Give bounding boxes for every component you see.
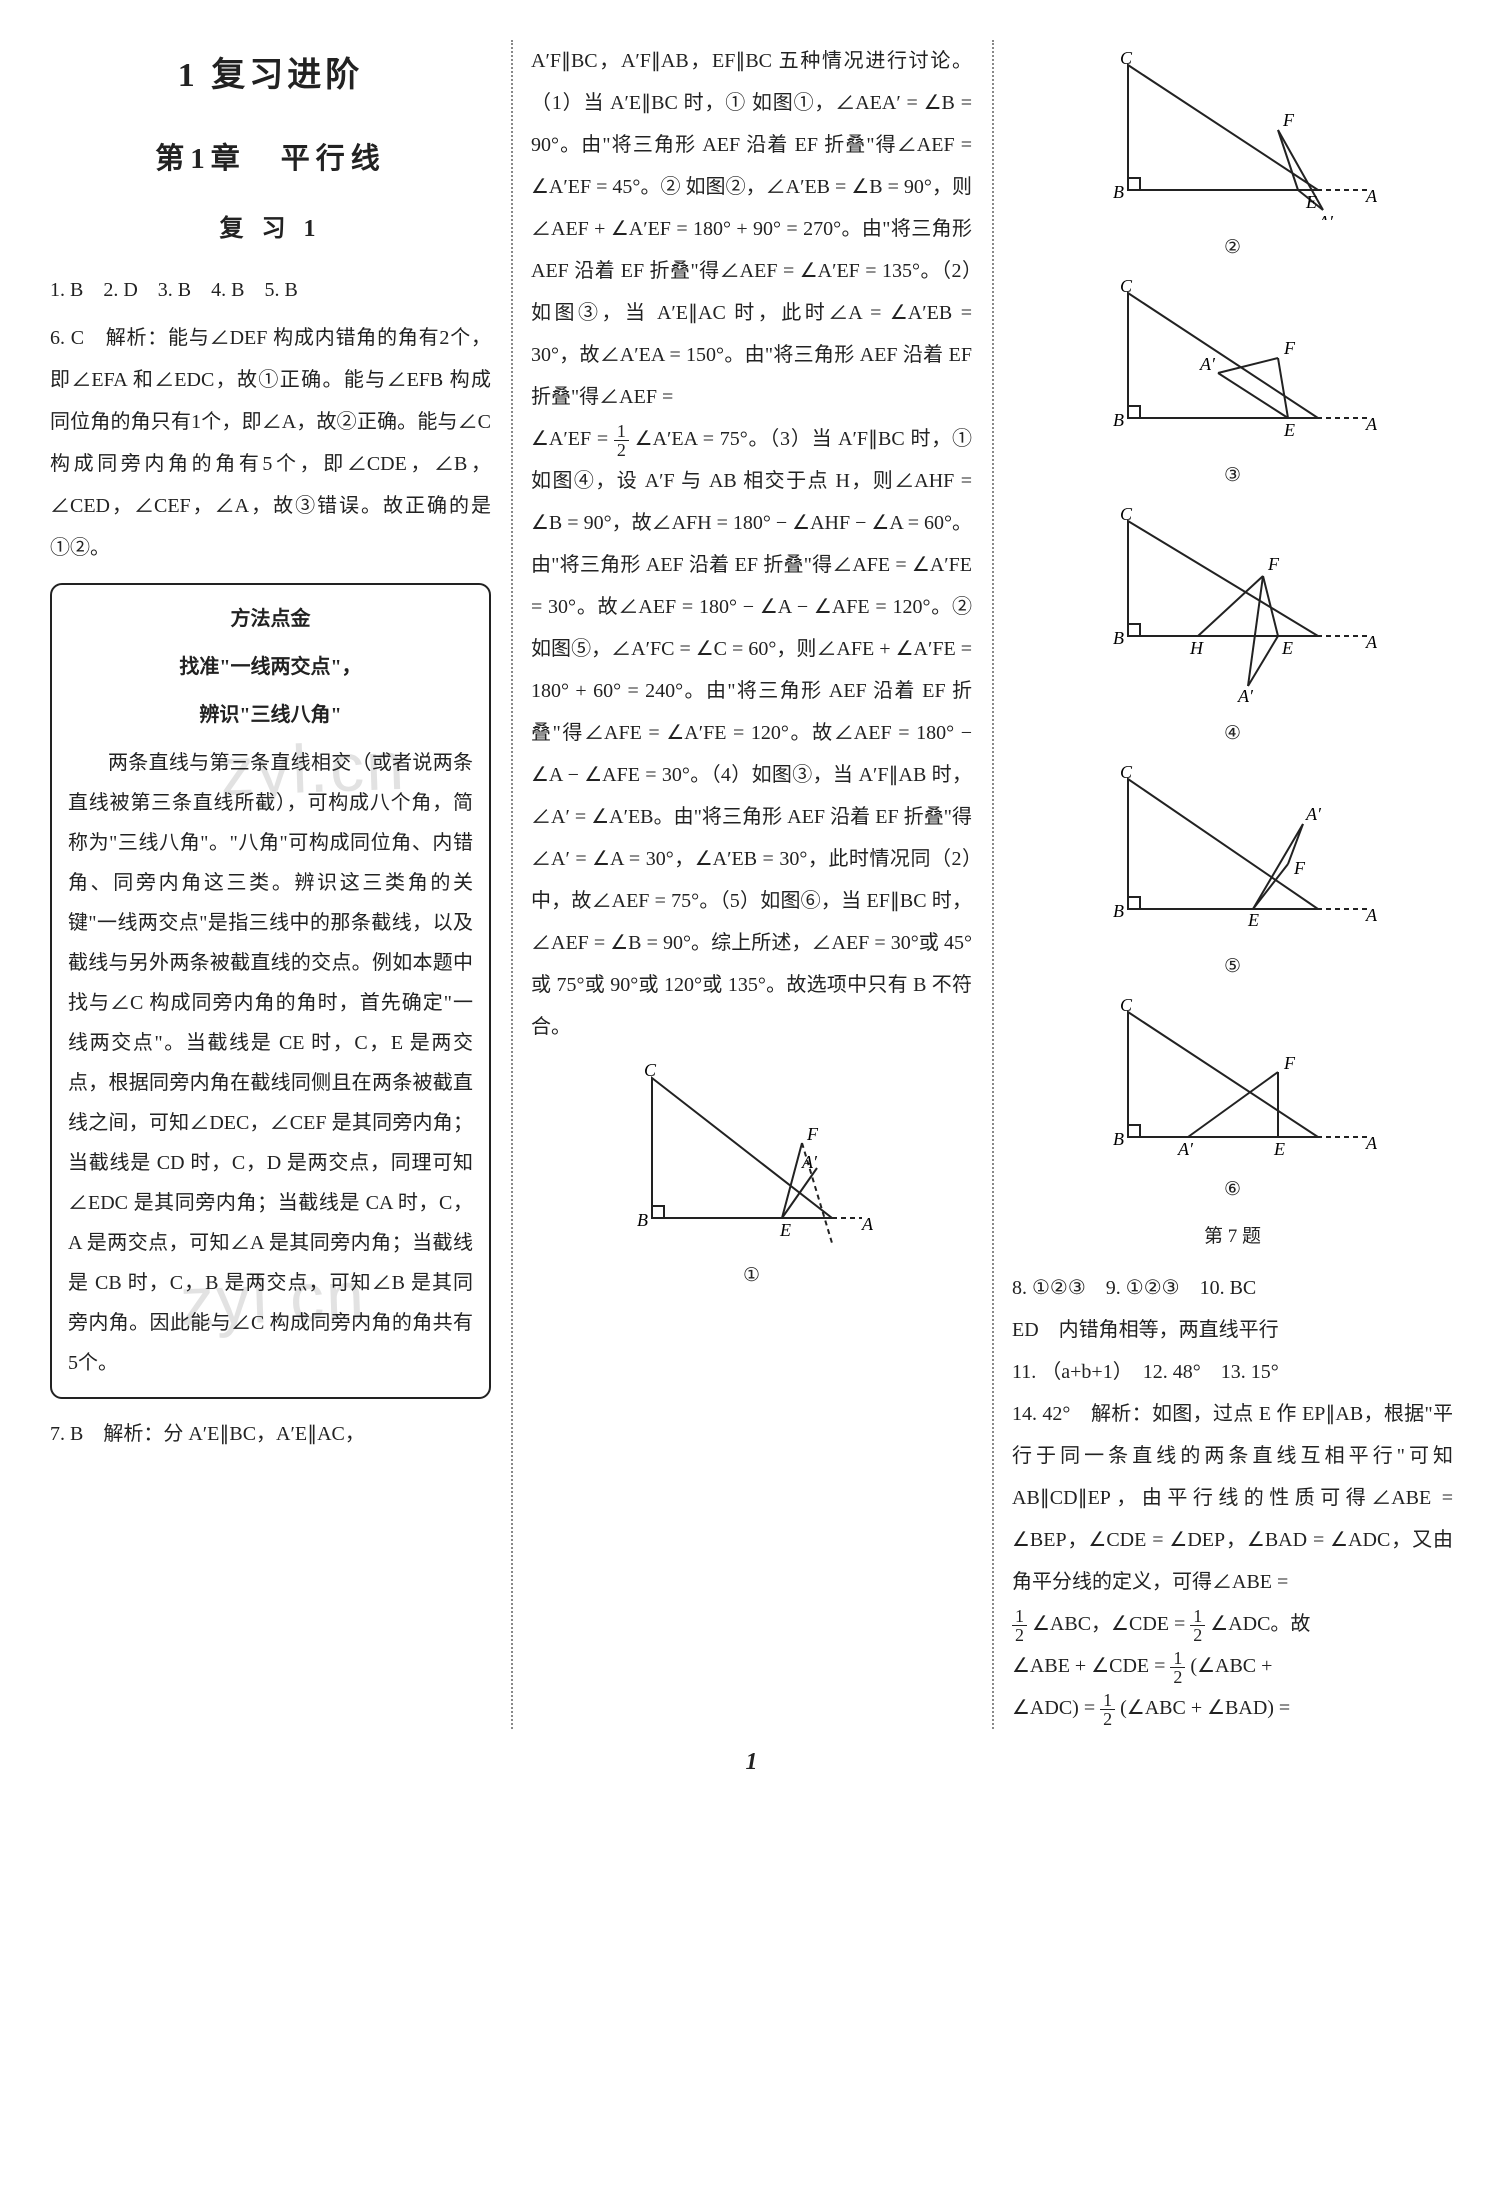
method-box: 方法点金 找准"一线两交点"， 辨识"三线八角" 两条直线与第三条直线相交（或者…	[50, 583, 491, 1399]
text-seg: ∠ADC) =	[1012, 1697, 1095, 1719]
fraction-half-a: 1 2	[1012, 1607, 1027, 1644]
svg-text:A′: A′	[801, 1152, 818, 1172]
svg-text:F: F	[1267, 554, 1280, 574]
answers-10b: ED 内错角相等，两直线平行	[1012, 1309, 1453, 1351]
fraction-den: 2	[614, 441, 629, 459]
svg-text:F: F	[806, 1124, 819, 1144]
fraction-den: 2	[1190, 1626, 1205, 1644]
svg-text:A: A	[1365, 632, 1378, 652]
svg-text:B: B	[637, 1210, 648, 1230]
svg-text:B: B	[1113, 628, 1124, 648]
figure-6: C B A E F A′	[1078, 997, 1388, 1162]
column-3: C B A E F A′ ② C B A E F A′ ③	[992, 40, 1453, 1729]
page-number: 1	[50, 1749, 1453, 1776]
column-2: A′F∥BC，A′F∥AB，EF∥BC 五种情况进行讨论。（1）当 A′E∥BC…	[511, 40, 972, 1729]
figure-3: C B A E F A′	[1078, 278, 1388, 448]
method-box-body: 两条直线与第三条直线相交（或者说两条直线被第三条直线所截），可构成八个角，简称为…	[68, 743, 473, 1383]
figure-2-caption: ②	[1012, 228, 1453, 268]
figure-6-caption: ⑥	[1012, 1170, 1453, 1210]
solution-7-lead: 7. B 解析：分 A′E∥BC，A′E∥AC，	[50, 1413, 491, 1455]
svg-text:B: B	[1113, 410, 1124, 430]
figure-1-caption: ①	[531, 1256, 972, 1296]
figure-1: C B A E F A′	[602, 1058, 902, 1248]
svg-text:A′: A′	[1237, 686, 1254, 706]
svg-text:A′: A′	[1177, 1139, 1194, 1159]
svg-text:E: E	[1247, 910, 1259, 930]
solution-14-frac-line-3: ∠ADC) = 1 2 (∠ABC + ∠BAD) =	[1012, 1687, 1453, 1729]
svg-text:C: C	[644, 1060, 657, 1080]
svg-text:F: F	[1283, 1053, 1296, 1073]
figure-3-caption: ③	[1012, 456, 1453, 496]
svg-text:C: C	[1120, 50, 1133, 68]
fraction-num: 1	[614, 422, 629, 441]
method-box-title-2: 辨识"三线八角"	[68, 695, 473, 735]
heading-level2: 第1章 平行线	[50, 129, 491, 190]
column-1: 1 复习进阶 第1章 平行线 复 习 1 1. B 2. D 3. B 4. B…	[50, 40, 491, 1729]
answers-8-10: 8. ①②③ 9. ①②③ 10. BC	[1012, 1267, 1453, 1309]
heading-level3: 复 习 1	[50, 204, 491, 254]
svg-text:C: C	[1120, 997, 1133, 1015]
figure-4: C B A E F H A′	[1078, 506, 1388, 706]
svg-text:E: E	[1281, 638, 1293, 658]
solution-7-cont-1: A′F∥BC，A′F∥AB，EF∥BC 五种情况进行讨论。（1）当 A′E∥BC…	[531, 40, 972, 418]
svg-text:A′: A′	[1199, 354, 1216, 374]
solution-14-frac-line-1: 1 2 ∠ABC，∠CDE = 1 2 ∠ADC。故	[1012, 1603, 1453, 1645]
svg-text:B: B	[1113, 901, 1124, 921]
text-seg: ∠ADC。故	[1210, 1613, 1310, 1635]
fraction-half-c: 1 2	[1170, 1649, 1185, 1686]
fraction-half-d: 1 2	[1100, 1691, 1115, 1728]
svg-text:A: A	[1365, 905, 1378, 925]
figure-5-caption: ⑤	[1012, 947, 1453, 987]
fraction-num: 1	[1100, 1691, 1115, 1710]
svg-text:B: B	[1113, 182, 1124, 202]
svg-text:E: E	[1305, 192, 1317, 212]
solution-7-frac-line: ∠A′EF = 1 2 ∠A′EA = 75°。（3）当 A′F∥BC 时，① …	[531, 418, 972, 1048]
fraction-num: 1	[1012, 1607, 1027, 1626]
svg-text:C: C	[1120, 506, 1133, 524]
answers-11-13: 11. （a+b+1） 12. 48° 13. 15°	[1012, 1351, 1453, 1393]
svg-text:E: E	[1283, 420, 1295, 440]
svg-text:E: E	[779, 1220, 791, 1240]
svg-text:F: F	[1293, 858, 1306, 878]
svg-text:H: H	[1189, 638, 1204, 658]
method-box-title-1: 找准"一线两交点"，	[68, 647, 473, 687]
fraction-num: 1	[1170, 1649, 1185, 1668]
svg-text:C: C	[1120, 764, 1133, 782]
solution-14-part1: 14. 42° 解析：如图，过点 E 作 EP∥AB，根据"平行于同一条直线的两…	[1012, 1393, 1453, 1603]
fraction-half-b: 1 2	[1190, 1607, 1205, 1644]
frac-prefix: ∠A′EF =	[531, 428, 608, 450]
text-seg: (∠ABC + ∠BAD) =	[1120, 1697, 1290, 1719]
method-box-label: 方法点金	[68, 599, 473, 639]
heading-level1: 1 复习进阶	[50, 40, 491, 111]
svg-text:A′: A′	[1317, 212, 1334, 220]
answer-list: 1. B 2. D 3. B 4. B 5. B	[50, 269, 491, 311]
svg-text:A: A	[1365, 1133, 1378, 1153]
fraction-half: 1 2	[614, 422, 629, 459]
solution-14-frac-line-2: ∠ABE + ∠CDE = 1 2 (∠ABC +	[1012, 1645, 1453, 1687]
svg-text:F: F	[1283, 338, 1296, 358]
figure-4-caption: ④	[1012, 714, 1453, 754]
fraction-den: 2	[1170, 1668, 1185, 1686]
solution-7-cont-2: ∠A′EA = 75°。（3）当 A′F∥BC 时，① 如图④，设 A′F 与 …	[531, 428, 972, 1038]
svg-text:A: A	[1365, 186, 1378, 206]
figure-5: C B A E F A′	[1078, 764, 1388, 939]
svg-text:E: E	[1273, 1139, 1285, 1159]
figure-6-title: 第 7 题	[1012, 1217, 1453, 1257]
svg-text:B: B	[1113, 1129, 1124, 1149]
solution-6: 6. C 解析：能与∠DEF 构成内错角的角有2个，即∠EFA 和∠EDC，故①…	[50, 317, 491, 569]
svg-text:A: A	[1365, 414, 1378, 434]
figure-2: C B A E F A′	[1078, 50, 1388, 220]
text-seg: (∠ABC +	[1190, 1655, 1272, 1677]
fraction-num: 1	[1190, 1607, 1205, 1626]
svg-text:A′: A′	[1305, 804, 1322, 824]
page-columns: 1 复习进阶 第1章 平行线 复 习 1 1. B 2. D 3. B 4. B…	[50, 40, 1453, 1729]
text-seg: ∠ABE + ∠CDE =	[1012, 1655, 1165, 1677]
svg-text:A: A	[861, 1214, 874, 1234]
svg-text:C: C	[1120, 278, 1133, 296]
svg-text:F: F	[1282, 110, 1295, 130]
fraction-den: 2	[1100, 1710, 1115, 1728]
text-seg: ∠ABC，∠CDE =	[1032, 1613, 1185, 1635]
fraction-den: 2	[1012, 1626, 1027, 1644]
